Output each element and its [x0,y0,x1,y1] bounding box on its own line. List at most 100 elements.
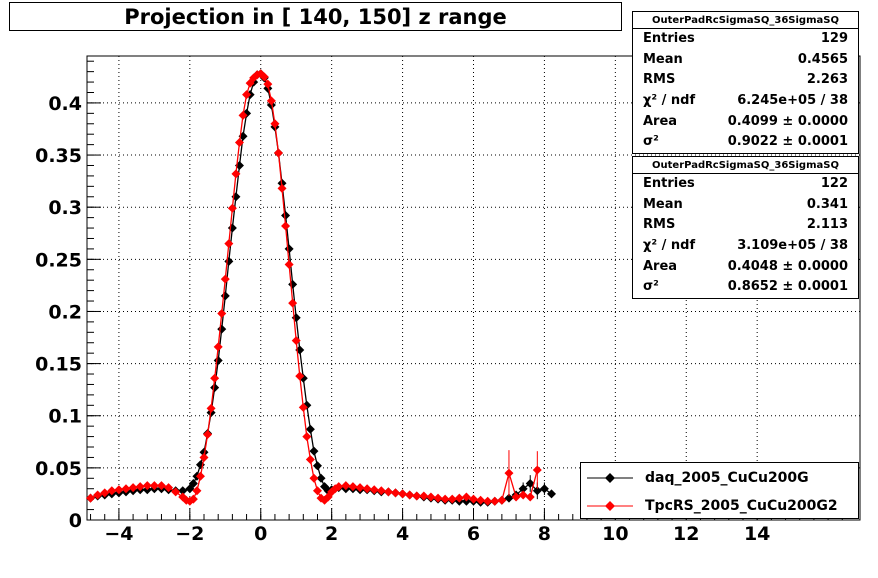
y-tick-label: 0.3 [48,197,82,219]
data-point [195,471,205,481]
data-point [259,72,269,82]
legend-marker-daq [587,473,633,483]
data-point [192,486,202,496]
data-point [121,484,131,494]
data-point [206,403,216,413]
data-point [291,336,301,346]
data-point [454,493,464,503]
data-point [532,465,542,475]
data-point [312,486,322,496]
x-tick-label: 12 [673,523,699,545]
data-point [525,479,535,489]
data-point [334,482,344,492]
stats-row-entries: Entries 122 [643,176,848,191]
data-point [412,491,422,501]
data-point [316,473,326,483]
stats-row-mean: Mean 0.4565 [643,51,848,67]
data-point [433,493,443,503]
series-daq [86,69,557,507]
data-point [440,494,450,504]
stats-row-chi2: χ² / ndf 3.109e+05 / 38 [643,238,848,254]
data-point [93,490,103,500]
series-tpcrs [86,69,542,506]
data-point [210,383,220,393]
data-point [238,110,248,120]
x-tick-label: 0 [254,523,267,545]
data-point [312,461,322,471]
data-point [149,481,159,491]
plot-title: Projection in [ 140, 150] z range [9,2,622,31]
data-point [273,148,283,158]
stats-row-rms: RMS 2.113 [643,217,848,233]
data-point [447,494,457,504]
data-point [86,493,96,503]
y-tick-label: 0 [69,510,82,532]
data-point [203,429,213,439]
data-point [390,488,400,498]
legend-label-daq: daq_2005_CuCu200G [645,470,809,486]
data-point [220,291,230,301]
data-point [220,274,230,284]
data-point [266,96,276,106]
data-point [234,138,244,148]
data-point [188,494,198,504]
data-point [461,492,471,502]
data-point [270,119,280,129]
data-point [305,455,315,465]
data-point [511,492,521,502]
y-tick-label: 0.2 [48,301,82,323]
data-point [142,481,152,491]
stats-row-sigma2: σ² 0.9022 ± 0.0001 [643,134,848,150]
data-point [242,90,252,100]
data-point [341,481,351,491]
data-point [178,486,188,496]
y-tick-label: 0.15 [35,354,82,376]
data-point [398,489,408,499]
stats-row-rms: RMS 2.263 [643,72,848,88]
data-point [128,483,138,493]
series-line [90,72,552,503]
y-tick-label: 0.4 [48,93,82,115]
data-point [284,244,294,254]
data-point [369,485,379,495]
stats-box-title: OuterPadRcSigmaSQ_36SigmaSQ [633,157,858,174]
stats-box-title: OuterPadRcSigmaSQ_36SigmaSQ [633,12,858,29]
data-point [376,486,386,496]
x-tick-label: 4 [396,523,409,545]
data-point [100,488,110,498]
data-point [284,260,294,270]
x-tick-label: 8 [538,523,551,545]
x-tick-label: 2 [325,523,338,545]
data-point [135,482,145,492]
data-point [249,73,259,83]
x-tick-label: 14 [744,523,770,545]
data-point [281,221,291,231]
data-point [469,494,478,504]
data-point [483,496,493,506]
data-point [419,491,429,501]
data-point [504,493,514,503]
stats-row-area: Area 0.4099 ± 0.0000 [643,113,848,129]
data-point [309,473,319,483]
data-point [217,309,227,319]
data-point [164,483,174,493]
data-point [227,223,237,233]
data-point [114,485,124,495]
y-tick-label: 0.05 [35,458,82,480]
data-point [305,424,315,434]
data-point [156,481,166,491]
x-tick-label: 6 [467,523,480,545]
stats-row-mean: Mean 0.341 [643,196,848,212]
data-point [348,482,358,492]
data-point [263,79,273,89]
data-point [295,371,305,381]
data-point [199,452,209,462]
data-point [277,183,287,193]
series-line [90,72,538,502]
y-tick-label: 0.35 [35,145,82,167]
stats-row-entries: Entries 129 [643,31,848,46]
stats-row-area: Area 0.4048 ± 0.0000 [643,258,848,274]
data-point [107,486,117,496]
x-tick-label: −2 [175,523,204,545]
data-point [476,495,486,505]
